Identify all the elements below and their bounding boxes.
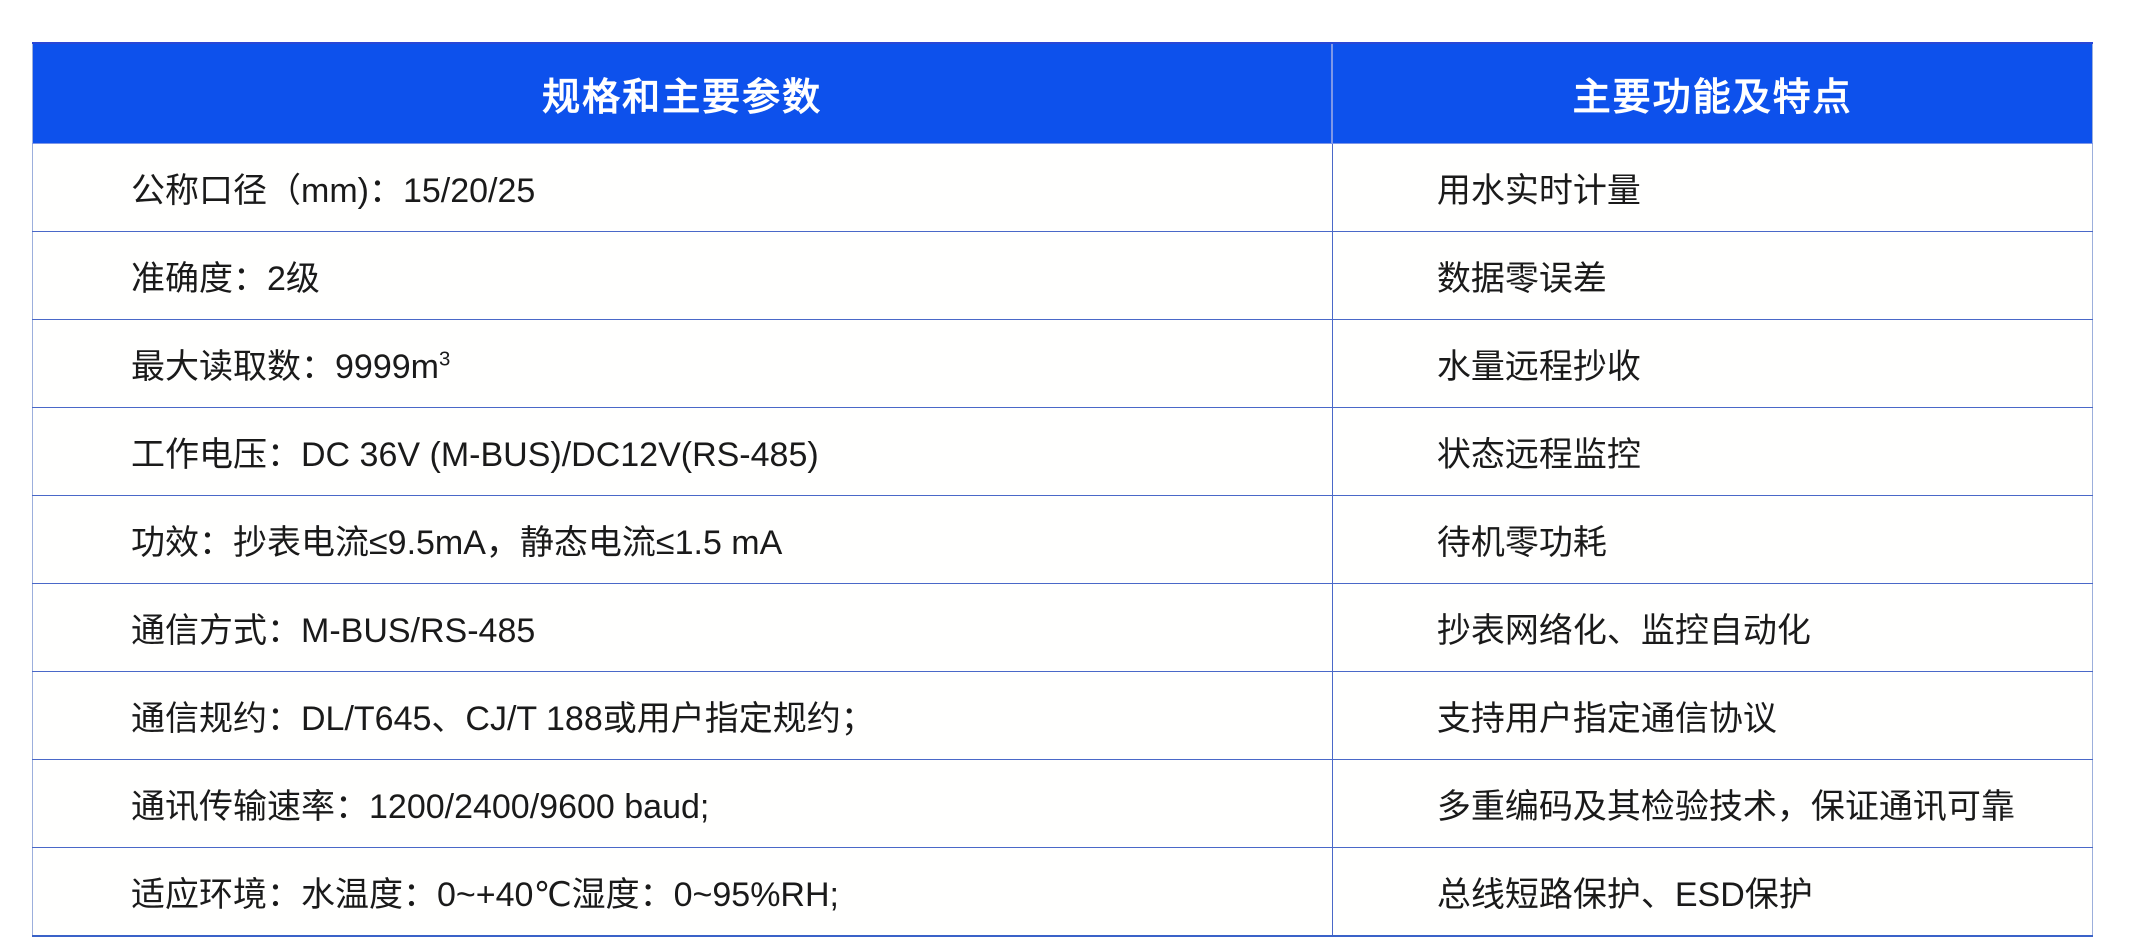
feature-cell-custom-protocol: 支持用户指定通信协议 xyxy=(1331,671,2093,760)
superscript-cubed: 3 xyxy=(438,348,451,371)
table-row: 功效：抄表电流≤9.5mA，静态电流≤1.5 mA 待机零功耗 xyxy=(32,495,2093,584)
spec-cell-protocol: 通信规约：DL/T645、CJ/T 188或用户指定规约； xyxy=(32,671,1333,760)
header-row: 规格和主要参数 主要功能及特点 xyxy=(32,42,2093,144)
feature-cell-encoding-reliability: 多重编码及其检验技术，保证通讯可靠 xyxy=(1331,759,2093,848)
spec-cell-voltage: 工作电压：DC 36V (M-BUS)/DC12V(RS-485) xyxy=(32,407,1333,496)
spec-cell-max-reading: 最大读取数：9999m3 xyxy=(32,319,1333,408)
feature-cell-standby-power: 待机零功耗 xyxy=(1331,495,2093,584)
feature-cell-networked-reading: 抄表网络化、监控自动化 xyxy=(1331,583,2093,672)
spec-cell-environment: 适应环境：水温度：0~+40℃湿度：0~95%RH; xyxy=(32,847,1333,936)
table-row: 准确度：2级 数据零误差 xyxy=(32,231,2093,320)
spec-cell-current: 功效：抄表电流≤9.5mA，静态电流≤1.5 mA xyxy=(32,495,1333,584)
header-features: 主要功能及特点 xyxy=(1331,42,2093,144)
table-row: 公称口径（mm)：15/20/25 用水实时计量 xyxy=(33,143,2093,232)
table-row: 通讯传输速率：1200/2400/9600 baud; 多重编码及其检验技术，保… xyxy=(32,759,2093,848)
feature-cell-realtime-metering: 用水实时计量 xyxy=(1331,143,2093,232)
feature-cell-zero-error: 数据零误差 xyxy=(1331,231,2093,320)
table-row: 最大读取数：9999m3 水量远程抄收 xyxy=(32,319,2093,408)
table-row: 通信规约：DL/T645、CJ/T 188或用户指定规约； 支持用户指定通信协议 xyxy=(32,671,2093,760)
table-row: 适应环境：水温度：0~+40℃湿度：0~95%RH; 总线短路保护、ESD保护 xyxy=(32,847,2093,936)
feature-cell-protection: 总线短路保护、ESD保护 xyxy=(1331,847,2093,936)
spec-cell-comm-mode: 通信方式：M-BUS/RS-485 xyxy=(32,583,1333,672)
spec-table: 规格和主要参数 主要功能及特点 公称口径（mm)：15/20/25 用水实时计量… xyxy=(32,42,2093,937)
spec-text: 最大读取数：9999m xyxy=(131,348,439,386)
spec-cell-accuracy: 准确度：2级 xyxy=(32,231,1333,320)
table-row: 通信方式：M-BUS/RS-485 抄表网络化、监控自动化 xyxy=(32,583,2093,672)
header-specs: 规格和主要参数 xyxy=(32,42,1333,144)
feature-cell-remote-reading: 水量远程抄收 xyxy=(1331,319,2093,408)
spec-cell-diameter: 公称口径（mm)：15/20/25 xyxy=(131,172,536,210)
table-row: 工作电压：DC 36V (M-BUS)/DC12V(RS-485) 状态远程监控 xyxy=(32,407,2093,496)
feature-cell-remote-monitoring: 状态远程监控 xyxy=(1331,407,2093,496)
spec-cell-baud-rate: 通讯传输速率：1200/2400/9600 baud; xyxy=(32,759,1333,848)
